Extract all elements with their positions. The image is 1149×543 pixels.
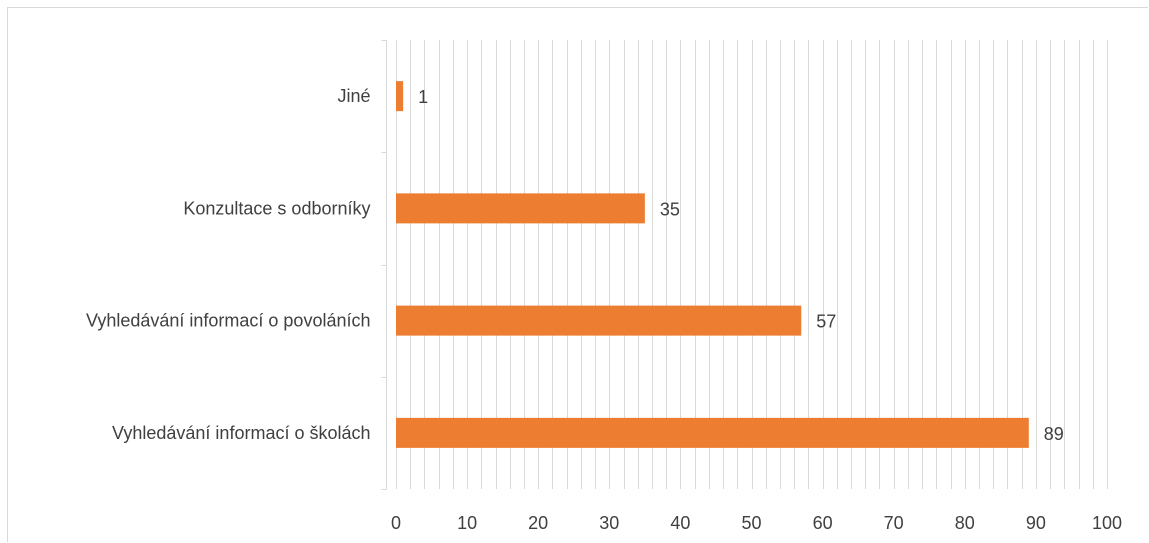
bar (396, 193, 645, 224)
category-label: Jiné (337, 86, 370, 106)
data-label: 57 (816, 312, 836, 332)
category-axis (381, 40, 387, 490)
gridlines (396, 40, 1108, 489)
bar (396, 305, 802, 336)
bars (396, 81, 1029, 448)
labels: Jiné 1 Konzultace s odborníky 35 Vyhledávání… (86, 86, 1122, 533)
x-tick-label: 50 (741, 513, 761, 533)
x-tick-label: 20 (528, 513, 548, 533)
x-tick-label: 100 (1092, 513, 1122, 533)
x-tick-label: 80 (955, 513, 975, 533)
chart-frame (7, 7, 1148, 542)
bar (396, 81, 404, 112)
category-label: Vyhledávání informací o školách (112, 423, 370, 443)
category-label: Konzultace s odborníky (183, 198, 370, 218)
x-tick-label: 60 (813, 513, 833, 533)
x-tick-label: 90 (1026, 513, 1046, 533)
x-tick-label: 40 (670, 513, 690, 533)
data-label: 89 (1044, 424, 1064, 444)
x-tick-label: 0 (391, 513, 401, 533)
data-label: 35 (660, 199, 680, 219)
category-label: Vyhledávání informací o povoláních (86, 311, 371, 331)
x-tick-label: 10 (457, 513, 477, 533)
x-tick-label: 30 (599, 513, 619, 533)
bar (396, 417, 1029, 448)
x-tick-label: 70 (884, 513, 904, 533)
data-label: 1 (418, 87, 428, 107)
